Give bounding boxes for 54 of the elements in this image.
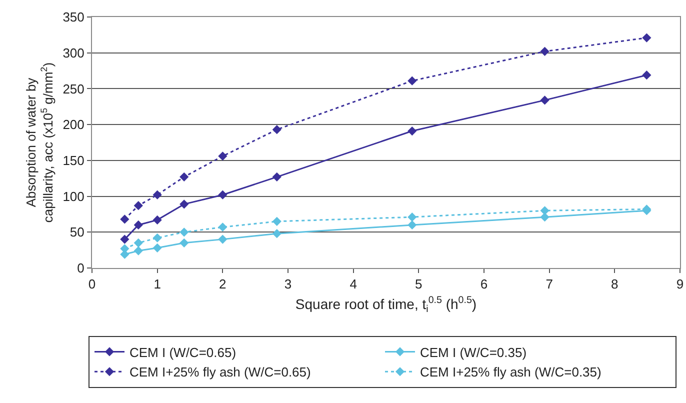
point [408, 126, 417, 136]
point [152, 190, 162, 200]
y-tick-label: 200 [62, 117, 84, 132]
x-tick-label: 2 [219, 276, 226, 292]
x-tick-label: 1 [154, 276, 161, 292]
point [218, 190, 228, 200]
point [134, 246, 143, 256]
point [134, 201, 143, 210]
x-tick-label: 9 [676, 276, 684, 292]
point [152, 215, 162, 224]
point [120, 214, 130, 224]
point [540, 212, 550, 222]
point [134, 220, 143, 230]
point [180, 200, 189, 209]
point [120, 234, 130, 244]
legend-label: CEM I+25% fly ash (W/C=0.35) [420, 364, 602, 380]
point [272, 172, 282, 182]
point [272, 229, 282, 238]
y-tick-label: 250 [62, 81, 84, 96]
x-tick-label: 0 [88, 276, 96, 292]
legend-label: CEM I+25% fly ash (W/C=0.65) [130, 364, 311, 380]
point [540, 46, 550, 56]
point [152, 243, 162, 252]
point [540, 96, 550, 105]
point [642, 33, 652, 42]
x-tick-label: 8 [611, 276, 618, 292]
point [180, 172, 189, 182]
x-tick-label: 7 [546, 276, 553, 292]
legend-label: CEM I (W/C=0.35) [420, 344, 527, 360]
point [218, 222, 228, 232]
x-axis-title: Square root of time, t$_{i}$$^{0.5}$ (h$^{0.5}$) [295, 295, 477, 315]
x-tick-label: 6 [480, 276, 488, 292]
point [408, 76, 417, 86]
y-tick-label: 300 [62, 45, 84, 60]
legend-label: CEM I (W/C=0.65) [130, 344, 236, 360]
point [134, 238, 143, 248]
point [642, 70, 652, 80]
point [218, 234, 228, 244]
point [272, 125, 282, 134]
x-tick-label: 5 [415, 276, 422, 292]
x-tick-label: 3 [284, 276, 292, 292]
point [408, 220, 417, 230]
point [152, 233, 162, 242]
point [272, 216, 282, 226]
point [180, 238, 189, 248]
y-tick-label: 150 [62, 152, 84, 168]
point [180, 228, 189, 237]
y-tick-label: 100 [62, 188, 84, 204]
x-tick-label: 4 [350, 276, 357, 292]
point [218, 152, 228, 161]
y-tick-label: 50 [70, 224, 84, 240]
y-tick-label: 350 [62, 10, 84, 25]
point [408, 212, 417, 222]
y-tick-label: 0 [77, 260, 84, 276]
